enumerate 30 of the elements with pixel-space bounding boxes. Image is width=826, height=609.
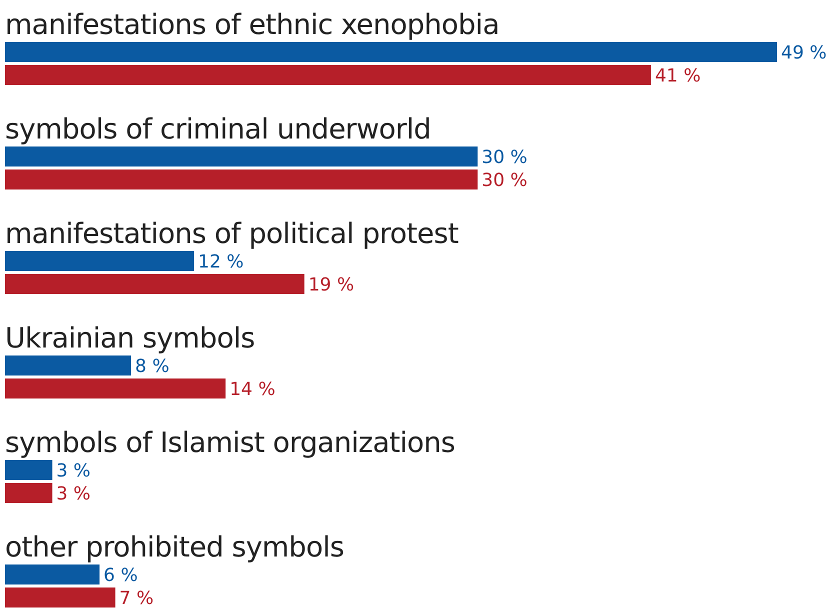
data-label: 30 %: [482, 170, 528, 191]
data-label: 49 %: [781, 42, 826, 64]
y-tick-label: symbols of criminal underworld: [5, 112, 431, 146]
bar: [5, 42, 777, 62]
bar: [5, 274, 304, 294]
data-label: 3 %: [56, 483, 91, 504]
bar: [5, 378, 226, 398]
data-label: 8 %: [135, 356, 170, 377]
data-label: 12 %: [198, 251, 244, 272]
y-tick-label: manifestations of political protest: [5, 217, 459, 250]
bar: [5, 564, 100, 584]
bar: [5, 588, 116, 608]
data-label: 3 %: [56, 460, 91, 482]
data-label: 14 %: [230, 378, 276, 400]
y-tick-label: other prohibited symbols: [5, 530, 344, 564]
bar: [5, 483, 52, 503]
bar: [5, 170, 478, 190]
data-label: 7 %: [119, 588, 154, 609]
data-label: 19 %: [308, 274, 354, 296]
bar: [5, 251, 194, 271]
bar: [5, 146, 478, 166]
bar: [5, 356, 132, 376]
y-tick-label: manifestations of ethnic xenophobia: [5, 8, 500, 41]
y-tick-label: Ukrainian symbols: [5, 322, 255, 354]
data-label: 30 %: [482, 146, 528, 168]
bar: [5, 460, 52, 480]
y-tick-label: symbols of Islamist organizations: [5, 426, 455, 459]
bar: [5, 65, 651, 85]
data-label: 6 %: [104, 564, 138, 586]
data-label: 41 %: [654, 65, 701, 86]
